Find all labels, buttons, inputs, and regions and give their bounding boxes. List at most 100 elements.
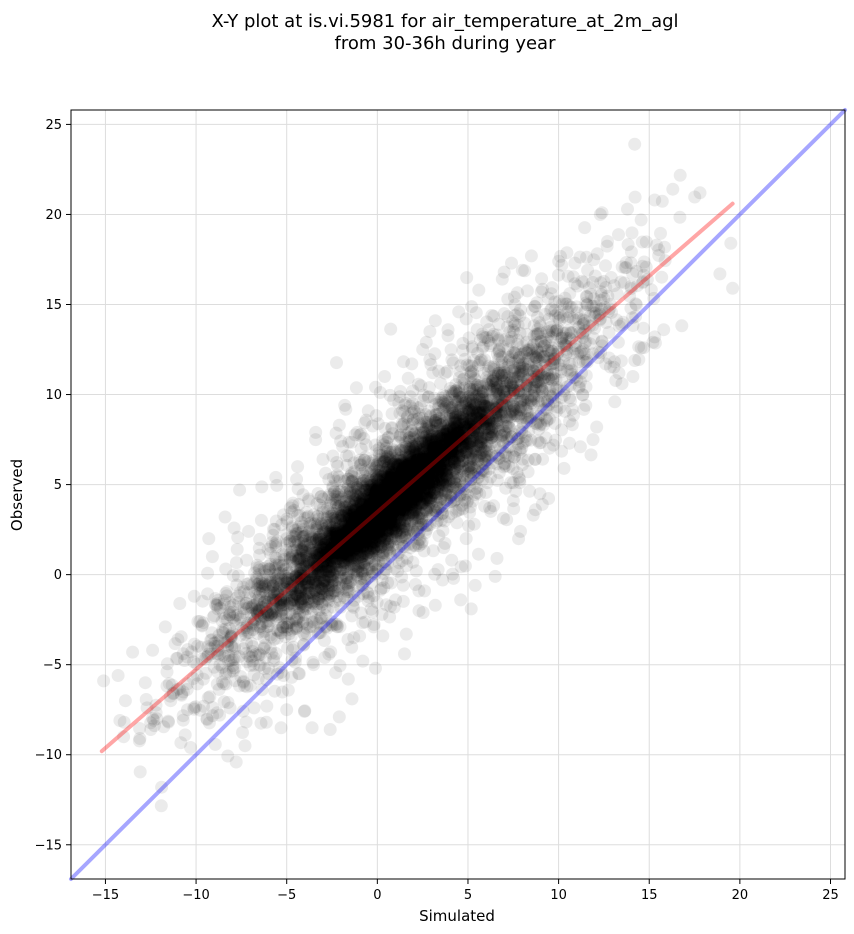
scatter-point xyxy=(524,396,538,410)
scatter-point xyxy=(364,530,378,544)
scatter-point xyxy=(395,463,409,477)
scatter-point xyxy=(514,407,528,421)
scatter-point xyxy=(238,627,252,641)
scatter-point xyxy=(445,389,459,403)
scatter-point xyxy=(389,458,403,472)
scatter-point xyxy=(454,486,468,500)
scatter-point xyxy=(481,428,495,442)
scatter-point xyxy=(304,536,318,550)
scatter-point xyxy=(373,486,387,500)
scatter-point xyxy=(382,494,396,508)
scatter-point xyxy=(321,580,335,594)
scatter-point xyxy=(285,653,299,667)
scatter-point xyxy=(458,446,472,460)
scatter-point xyxy=(365,538,379,552)
scatter-point xyxy=(422,419,436,433)
scatter-point xyxy=(426,463,440,477)
scatter-point xyxy=(357,535,371,548)
scatter-point xyxy=(461,405,475,419)
scatter-point xyxy=(380,457,394,470)
scatter-point xyxy=(325,531,339,545)
scatter-point xyxy=(250,602,264,616)
scatter-point xyxy=(385,465,398,479)
scatter-point xyxy=(435,490,449,503)
scatter-point xyxy=(580,298,594,312)
scatter-point xyxy=(422,434,436,448)
scatter-point xyxy=(362,545,376,559)
scatter-point xyxy=(393,492,407,506)
scatter-point xyxy=(530,375,544,389)
scatter-point xyxy=(404,495,418,509)
scatter-point xyxy=(300,617,314,631)
scatter-point xyxy=(419,454,433,468)
scatter-point xyxy=(420,422,433,436)
scatter-point xyxy=(349,528,363,542)
scatter-point xyxy=(318,577,332,591)
scatter-point xyxy=(448,475,462,489)
scatter-point xyxy=(180,683,194,696)
scatter-point xyxy=(329,499,343,513)
scatter-point xyxy=(350,569,364,583)
scatter-point xyxy=(379,452,393,466)
scatter-point xyxy=(467,452,481,466)
scatter-point xyxy=(271,586,285,600)
scatter-point xyxy=(365,499,379,512)
scatter-point xyxy=(445,443,459,457)
scatter-point xyxy=(213,601,227,615)
scatter-point xyxy=(374,530,388,544)
chart-title: X-Y plot at is.vi.5981 for air_temperatu… xyxy=(211,11,678,54)
scatter-point xyxy=(284,607,298,621)
scatter-point xyxy=(333,537,347,551)
scatter-point xyxy=(636,321,650,335)
scatter-point xyxy=(467,434,481,448)
scatter-point xyxy=(381,478,395,492)
scatter-point xyxy=(337,525,351,539)
scatter-point xyxy=(454,444,468,458)
scatter-point xyxy=(433,469,447,482)
scatter-point xyxy=(357,525,371,539)
scatter-point xyxy=(320,546,334,560)
scatter-point xyxy=(495,429,509,442)
scatter-point xyxy=(414,426,428,440)
scatter-point xyxy=(387,485,401,499)
scatter-point xyxy=(353,527,367,541)
scatter-point xyxy=(433,451,447,465)
scatter-point xyxy=(307,554,320,568)
scatter-point xyxy=(521,358,535,372)
scatter-point xyxy=(404,541,417,555)
scatter-point xyxy=(415,471,429,485)
scatter-point xyxy=(485,384,499,398)
chart-title-line-2: from 30-36h during year xyxy=(335,33,557,54)
scatter-point xyxy=(472,449,486,463)
scatter-point xyxy=(341,512,355,526)
scatter-point xyxy=(489,387,503,401)
scatter-point xyxy=(354,552,368,566)
scatter-point xyxy=(486,378,500,392)
scatter-point xyxy=(320,621,334,635)
scatter-point xyxy=(325,615,339,629)
scatter-point xyxy=(357,492,371,506)
scatter-point xyxy=(539,358,553,372)
scatter-point xyxy=(280,611,294,625)
scatter-point xyxy=(296,536,310,550)
scatter-point xyxy=(464,391,478,405)
scatter-point xyxy=(479,408,492,422)
scatter-point xyxy=(410,480,424,493)
scatter-point xyxy=(450,430,463,444)
scatter-point xyxy=(464,473,478,487)
scatter-point xyxy=(423,485,437,499)
scatter-point xyxy=(446,427,460,441)
scatter-point xyxy=(369,503,383,517)
scatter-point xyxy=(224,629,238,643)
scatter-point xyxy=(351,518,365,532)
scatter-point xyxy=(496,400,510,413)
scatter-point xyxy=(325,537,339,551)
scatter-point xyxy=(363,513,377,526)
scatter-point xyxy=(491,413,505,427)
scatter-point xyxy=(319,619,333,633)
scatter-point xyxy=(558,339,572,353)
scatter-point xyxy=(449,477,463,491)
scatter-point xyxy=(388,501,401,514)
scatter-point xyxy=(612,228,625,242)
scatter-point xyxy=(419,464,432,478)
